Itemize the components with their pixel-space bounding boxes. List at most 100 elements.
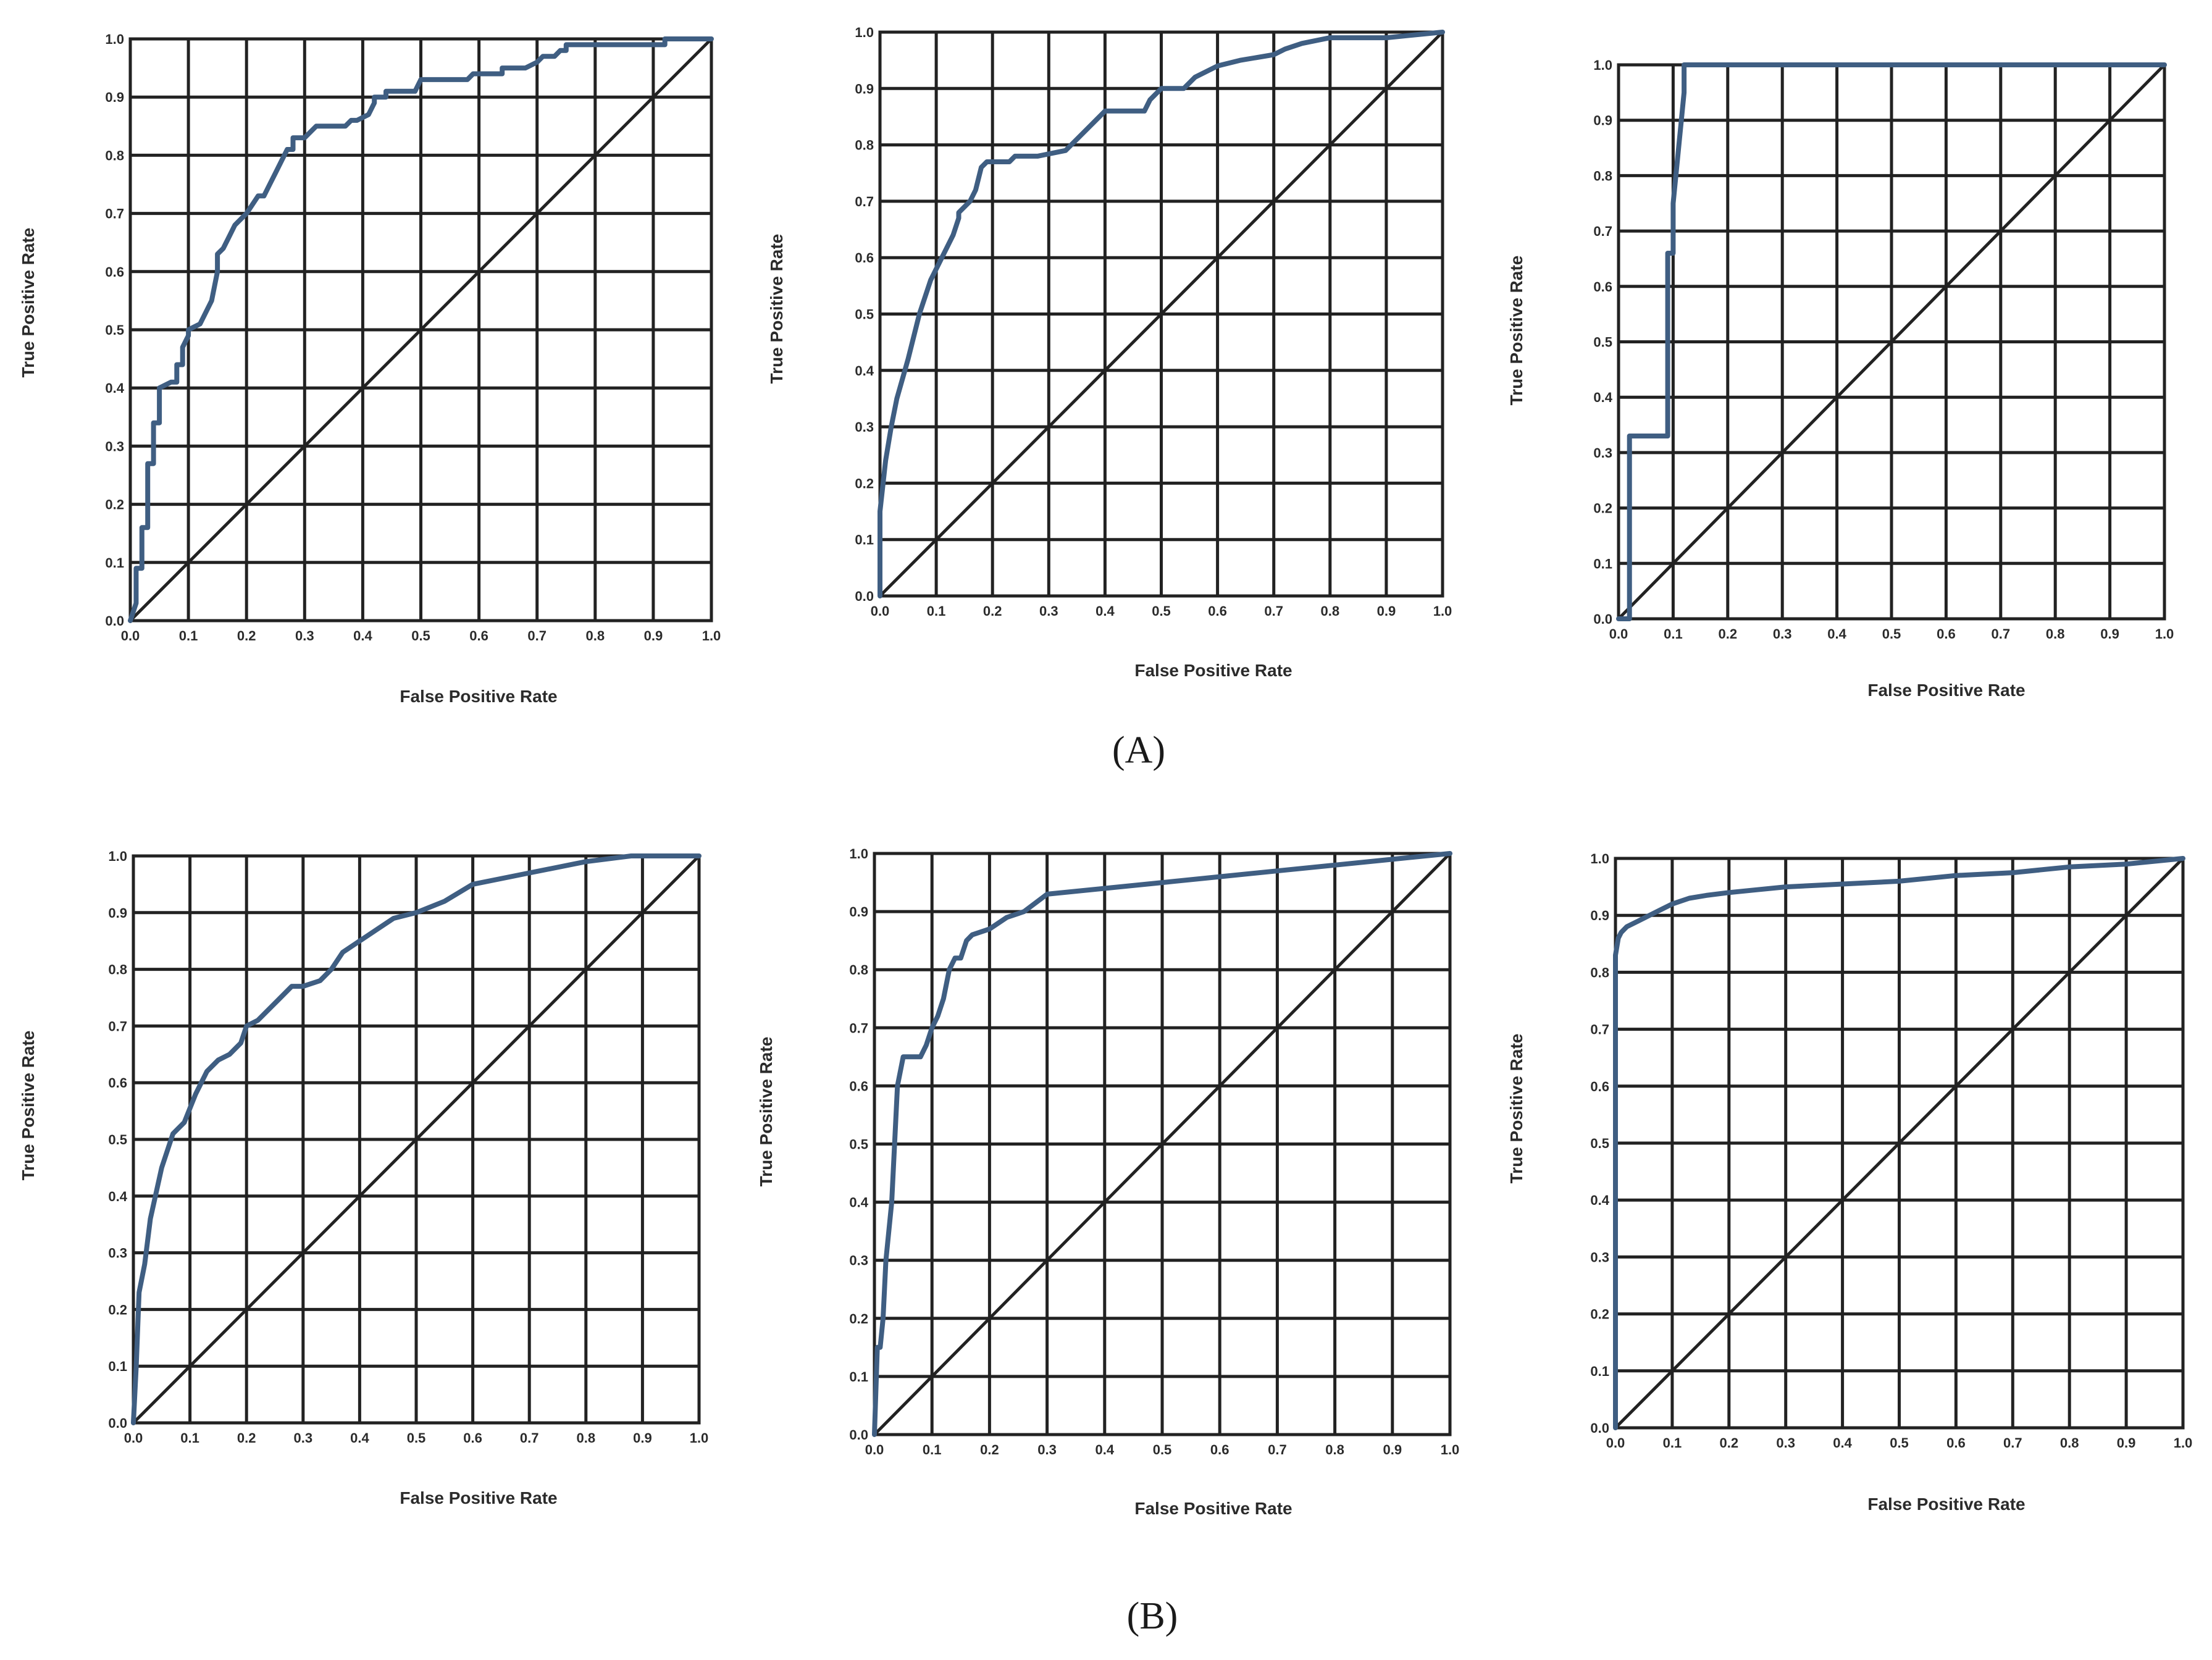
chance-diagonal-line [879, 31, 1444, 597]
y-tick-label: 0.5 [855, 307, 874, 322]
y-tick-label: 0.3 [1590, 1249, 1609, 1265]
y-tick-label: 0.7 [855, 194, 874, 209]
x-tick-label: 0.2 [983, 603, 1002, 619]
x-tick-label: 1.0 [2155, 626, 2174, 642]
x-tick-label: 0.5 [1153, 1442, 1172, 1457]
y-tick-label: 0.6 [849, 1078, 868, 1094]
x-tick-label: 0.7 [520, 1430, 539, 1446]
y-tick-label: 0.0 [849, 1427, 868, 1443]
x-tick-label: 0.7 [1268, 1442, 1287, 1457]
y-tick-label: 0.2 [1593, 501, 1612, 516]
y-tick-label: 0.1 [849, 1369, 868, 1385]
y-tick-label: 0.9 [855, 81, 874, 96]
x-tick-label: 0.9 [2100, 626, 2119, 642]
plot-frame [873, 852, 1452, 1436]
x-tick-label: 0.0 [871, 603, 890, 619]
x-tick-label: 0.6 [463, 1430, 482, 1446]
y-tick-label: 0.8 [105, 148, 124, 163]
x-tick-label: 0.3 [1773, 626, 1792, 642]
roc-curve-line [872, 851, 1452, 1437]
x-tick-label: 0.0 [124, 1430, 143, 1446]
roc-chart-6: 0.00.0 0.1 0.1 0.2 0.2 0.3 0.3 0.4 0.4 0.5 0.5 0.6 0… [1507, 851, 2192, 1514]
x-tick-label: 0.1 [927, 603, 946, 619]
x-tick-label: 0.6 [469, 628, 488, 643]
y-tick-label: 0.4 [855, 363, 874, 379]
x-tick-label: 0.7 [2003, 1435, 2022, 1451]
x-tick-label: 0.2 [237, 628, 256, 643]
y-tick-label: 0.1 [105, 555, 124, 571]
x-tick-label: 0.6 [1946, 1435, 1966, 1451]
y-tick-label: 1.0 [105, 31, 124, 47]
y-tick-label: 0.0 [105, 613, 124, 629]
chance-diagonal-line [1614, 857, 2184, 1429]
y-tick-label: 1.0 [1593, 57, 1612, 73]
y-tick-label: 0.1 [1590, 1364, 1609, 1379]
y-tick-label: 0.8 [108, 962, 127, 978]
x-tick-label: 0.3 [295, 628, 314, 643]
y-tick-label: 0.5 [1593, 335, 1612, 350]
x-tick-label: 0.5 [407, 1430, 426, 1446]
x-tick-label: 0.1 [1663, 1435, 1682, 1451]
x-tick-label: 0.3 [1776, 1435, 1795, 1451]
x-tick-label: 0.8 [2060, 1435, 2079, 1451]
x-tick-label: 1.0 [690, 1430, 709, 1446]
y-tick-label: 0.7 [849, 1020, 868, 1036]
x-tick-label: 0.9 [633, 1430, 652, 1446]
x-tick-label: 0.9 [1383, 1442, 1402, 1457]
y-tick-label: 0.9 [849, 904, 868, 920]
y-tick-label: 0.5 [105, 322, 124, 338]
y-tick-label: 1.0 [849, 846, 868, 861]
y-tick-label: 0.7 [1590, 1022, 1609, 1038]
x-tick-label: 0.1 [180, 1430, 199, 1446]
y-tick-label: 0.2 [105, 497, 124, 513]
y-tick-label: 0.5 [108, 1132, 127, 1147]
x-axis-label: False Positive Rate [400, 687, 557, 706]
y-tick-label: 0.0 [855, 589, 874, 604]
y-tick-label: 0.0 [108, 1415, 127, 1431]
x-tick-label: 0.4 [353, 628, 372, 643]
y-tick-label: 0.2 [849, 1311, 868, 1327]
roc-plots-group: 0.00.00.10.10.20.20.30.30.40.40.50.50.60… [19, 25, 2192, 1518]
x-tick-label: 0.7 [1992, 626, 2011, 642]
y-tick-label: 0.1 [108, 1359, 127, 1374]
x-tick-label: 0.2 [980, 1442, 999, 1457]
y-tick-label: 0.9 [105, 90, 124, 105]
plot-frame [878, 30, 1444, 598]
roc-curve-line [131, 853, 702, 1425]
roc-curve-line [1616, 62, 2167, 621]
x-tick-label: 0.9 [2117, 1435, 2136, 1451]
chance-diagonal-line [873, 852, 1451, 1436]
y-tick-label: 0.7 [1593, 224, 1612, 239]
y-tick-label: 0.5 [849, 1137, 868, 1152]
x-tick-label: 0.8 [1325, 1442, 1344, 1457]
y-tick-label: 0.6 [108, 1075, 127, 1091]
y-tick-label: 0.1 [1593, 556, 1612, 571]
y-axis-label: True Positive Rate [1507, 256, 1526, 406]
y-tick-label: 0.8 [855, 138, 874, 153]
y-axis-label: True Positive Rate [767, 234, 786, 384]
chance-diagonal-line [1617, 64, 2166, 620]
x-tick-label: 0.1 [923, 1442, 942, 1457]
plot-frame [128, 37, 713, 622]
x-tick-label: 0.0 [1609, 626, 1628, 642]
x-tick-label: 0.1 [1664, 626, 1683, 642]
y-tick-label: 0.5 [1590, 1136, 1609, 1151]
x-tick-label: 0.4 [1827, 626, 1846, 642]
x-tick-label: 0.3 [1037, 1442, 1057, 1457]
x-tick-label: 0.4 [1096, 1442, 1115, 1457]
x-tick-label: 0.6 [1937, 626, 1956, 642]
roc-curve-line [1613, 856, 2185, 1430]
y-tick-label: 0.3 [855, 419, 874, 435]
y-tick-label: 0.4 [105, 380, 124, 396]
x-tick-label: 0.0 [1606, 1435, 1625, 1451]
y-tick-label: 0.6 [855, 250, 874, 266]
roc-curve-line [128, 36, 714, 623]
y-tick-label: 0.6 [105, 264, 124, 280]
x-tick-label: 0.7 [1264, 603, 1283, 619]
y-axis-label: True Positive Rate [19, 228, 38, 378]
y-axis-label: True Positive Rate [19, 1031, 38, 1181]
y-axis-label: True Positive Rate [1507, 1034, 1526, 1184]
x-tick-label: 0.7 [527, 628, 547, 643]
x-tick-label: 0.4 [1096, 603, 1115, 619]
y-tick-label: 0.8 [1590, 965, 1609, 980]
